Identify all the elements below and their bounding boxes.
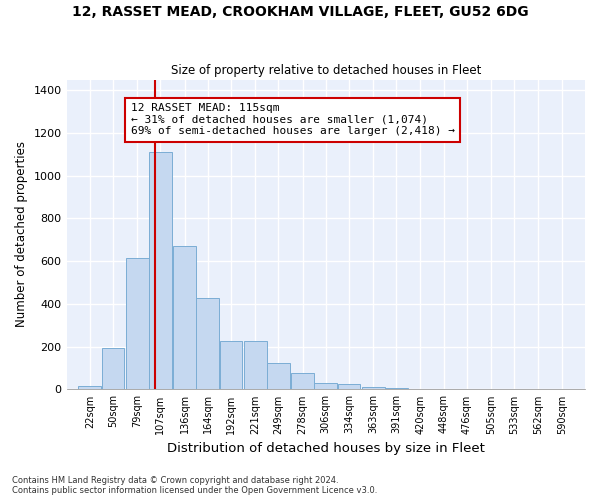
X-axis label: Distribution of detached houses by size in Fleet: Distribution of detached houses by size … <box>167 442 485 455</box>
Bar <box>314 383 337 390</box>
Bar <box>220 342 242 390</box>
Bar <box>126 258 149 390</box>
Bar <box>244 342 266 390</box>
Bar <box>196 298 219 390</box>
Text: 12, RASSET MEAD, CROOKHAM VILLAGE, FLEET, GU52 6DG: 12, RASSET MEAD, CROOKHAM VILLAGE, FLEET… <box>71 5 529 19</box>
Y-axis label: Number of detached properties: Number of detached properties <box>15 142 28 328</box>
Bar <box>338 384 361 390</box>
Bar <box>267 362 290 390</box>
Text: Contains HM Land Registry data © Crown copyright and database right 2024.
Contai: Contains HM Land Registry data © Crown c… <box>12 476 377 495</box>
Bar <box>149 152 172 390</box>
Bar <box>362 388 385 390</box>
Title: Size of property relative to detached houses in Fleet: Size of property relative to detached ho… <box>170 64 481 77</box>
Bar <box>291 374 314 390</box>
Bar <box>409 389 432 390</box>
Bar <box>101 348 124 390</box>
Bar <box>385 388 408 390</box>
Text: 12 RASSET MEAD: 115sqm
← 31% of detached houses are smaller (1,074)
69% of semi-: 12 RASSET MEAD: 115sqm ← 31% of detached… <box>131 103 455 136</box>
Bar <box>173 246 196 390</box>
Bar <box>79 386 101 390</box>
